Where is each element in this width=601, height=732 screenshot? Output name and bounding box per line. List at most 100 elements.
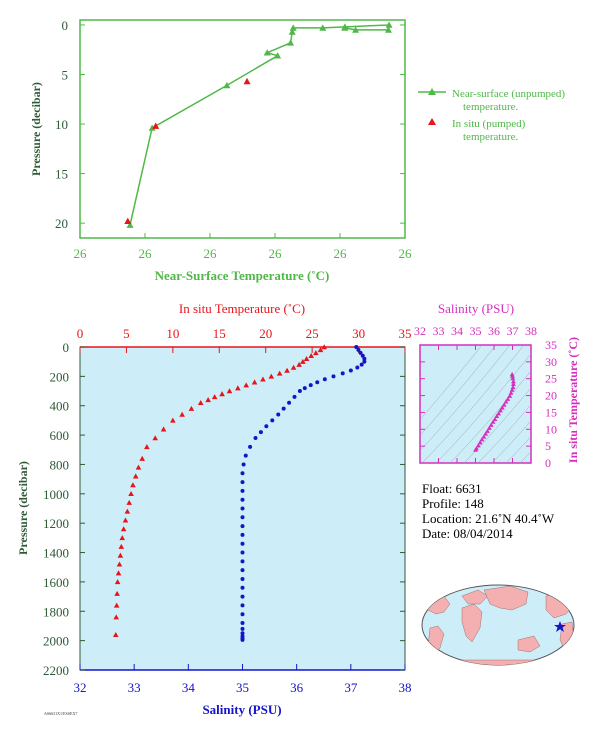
legend-label-near-surface-1: Near-surface (unpumped) — [452, 88, 565, 100]
temperature-point — [276, 370, 283, 376]
salinity-point — [356, 347, 361, 352]
salinity-point — [359, 362, 364, 367]
world-map — [421, 584, 575, 666]
top-y-tick-label: 0 — [62, 18, 69, 33]
temperature-point — [126, 499, 133, 505]
temperature-point — [226, 388, 233, 394]
legend-marker-near-surface — [428, 88, 436, 95]
temperature-point — [235, 385, 241, 391]
salinity-point — [276, 412, 281, 417]
inset-x-tick-label: 37 — [507, 324, 519, 338]
salinity-point — [360, 353, 365, 358]
salinity-point — [258, 430, 263, 435]
temperature-point — [260, 376, 266, 382]
salinity-point — [287, 400, 292, 405]
inset-y-tick-label: 15 — [545, 405, 557, 419]
near-surface-temperature-point — [352, 26, 360, 33]
ts-diagram: 32 33 34 35 36 37 38 0 5 10 15 20 25 30 35 Salinity (… — [414, 301, 580, 470]
pressure-tick-label: 1600 — [43, 575, 69, 590]
density-contour-line — [421, 345, 525, 463]
main-bottom-axis-label: Salinity (PSU) — [202, 702, 281, 717]
salinity-point — [355, 365, 360, 370]
temperature-point — [118, 543, 125, 549]
salinity-tick-label: 32 — [74, 680, 87, 695]
density-contours — [420, 345, 531, 463]
ts-point — [509, 387, 515, 392]
pressure-tick-label: 2000 — [43, 634, 69, 649]
ts-point — [485, 428, 490, 433]
ts-point — [503, 399, 509, 404]
top-x-tick-label: 26 — [139, 246, 153, 261]
pressure-tick-label: 1000 — [43, 487, 69, 502]
top-x-axis-label: Near-Surface Temperature (˚C) — [155, 268, 330, 283]
pressure-tick-label: 600 — [50, 428, 70, 443]
salinity-point — [240, 541, 245, 546]
temperature-point — [122, 517, 129, 523]
top-y-axis-label: Pressure (decibar) — [29, 82, 43, 176]
salinity-point — [322, 377, 327, 382]
temperature-point — [188, 405, 195, 411]
ts-point — [505, 396, 511, 401]
salinity-point — [240, 524, 245, 529]
temp-tick-label: 35 — [399, 326, 412, 341]
salinity-point — [340, 371, 345, 376]
salinity-point — [240, 585, 245, 590]
temperature-point — [113, 614, 120, 620]
temperature-point — [144, 444, 150, 450]
top-y-tick-label: 5 — [62, 68, 69, 83]
salinity-point — [240, 559, 245, 564]
temperature-point — [284, 367, 290, 373]
float-location: Location: 21.6˚N 40.4˚W — [422, 511, 555, 526]
float-number: Float: 6631 — [422, 481, 482, 496]
near-surface-temperature-point — [319, 24, 327, 31]
salinity-point — [308, 383, 313, 388]
salinity-point — [281, 406, 286, 411]
inset-x-tick-label: 34 — [451, 324, 463, 338]
salinity-point — [354, 345, 359, 349]
top-y-tick-label: 15 — [55, 167, 68, 182]
density-contour-line — [420, 345, 511, 451]
salinity-point — [240, 532, 245, 537]
pressure-tick-label: 1800 — [43, 604, 69, 619]
pressure-tick-label: 400 — [50, 399, 70, 414]
temp-tick-label: 5 — [123, 326, 130, 341]
near-surface-temperature-point — [223, 81, 231, 89]
salinity-point — [315, 380, 320, 385]
salinity-point — [302, 386, 307, 391]
inset-x-tick-label: 35 — [470, 324, 482, 338]
density-contour-line — [420, 345, 497, 436]
salinity-point — [240, 568, 245, 573]
top-x-tick-label: 26 — [269, 246, 283, 261]
map-land-australia — [517, 635, 541, 653]
profile-date: Date: 08/04/2014 — [422, 526, 513, 541]
near-surface-temperature-point — [289, 24, 297, 31]
density-contour-line — [491, 420, 531, 463]
ts-point — [481, 434, 487, 439]
map-land-africa — [461, 603, 483, 643]
temperature-point — [135, 464, 142, 470]
top-plot-frame — [79, 19, 406, 239]
temperature-point — [290, 364, 297, 370]
salinity-point — [264, 424, 269, 429]
salinity-point — [240, 550, 245, 555]
temperature-point — [139, 455, 146, 461]
ts-point — [486, 425, 492, 430]
temp-tick-label: 25 — [306, 326, 319, 341]
near-surface-temperature-point — [385, 21, 393, 28]
inset-x-tick-label: 36 — [488, 324, 500, 338]
salinity-point — [362, 356, 367, 361]
inset-y-tick-label: 0 — [545, 456, 551, 470]
salinity-point — [240, 497, 245, 502]
inset-title: Salinity (PSU) — [438, 301, 514, 316]
top-x-tick-label: 26 — [74, 246, 88, 261]
main-top-axis-label: In situ Temperature (˚C) — [179, 301, 305, 316]
float-location-marker — [554, 621, 566, 632]
inset-y-tick-label: 5 — [545, 439, 551, 453]
inset-x-tick-label: 33 — [433, 324, 445, 338]
ts-point — [490, 419, 496, 424]
ts-point — [475, 443, 481, 448]
inset-x-tick-label: 32 — [414, 324, 426, 338]
pressure-tick-label: 0 — [63, 340, 70, 355]
temperature-point — [130, 482, 136, 488]
salinity-point — [253, 436, 258, 441]
